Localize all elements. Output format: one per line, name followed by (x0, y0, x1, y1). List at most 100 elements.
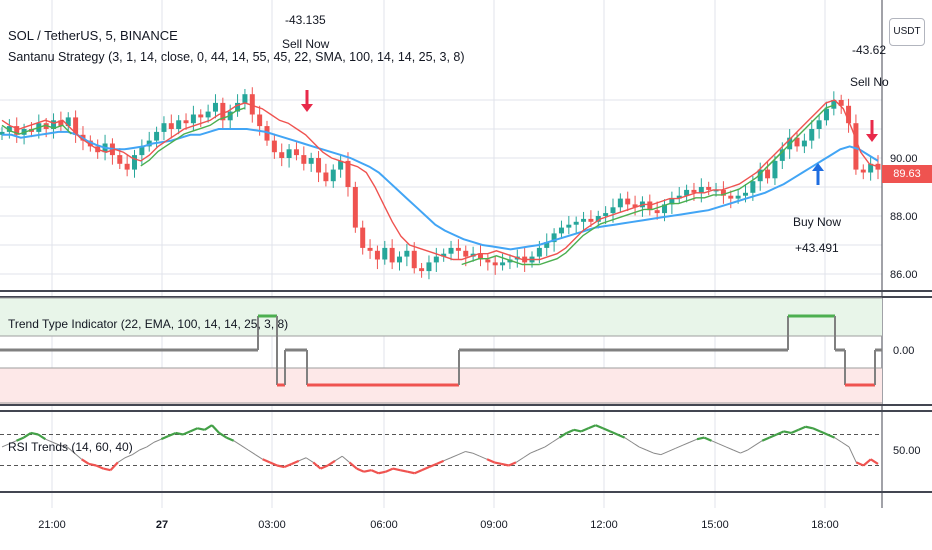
rsi-segment (609, 430, 618, 436)
trend-zero-label: 0.00 (893, 345, 914, 357)
rsi-segment (624, 437, 633, 443)
rsi-segment (595, 424, 604, 430)
rsi-segment (9, 440, 17, 445)
time-tick-label: 03:00 (258, 519, 286, 531)
rsi-segment (544, 441, 553, 448)
candle-body (558, 227, 564, 234)
candle-body (581, 218, 587, 222)
candle-body (433, 256, 439, 263)
rsi-segment (443, 457, 452, 462)
time-tick-label: 12:00 (590, 519, 618, 531)
rsi-segment (348, 461, 358, 470)
candle-body (87, 140, 93, 147)
candle-body (691, 189, 697, 193)
candle-body (132, 155, 138, 170)
candle-body (352, 187, 358, 228)
rsi-segment (754, 440, 763, 446)
candle-body (610, 207, 616, 214)
candle-body (750, 181, 756, 193)
candle-body (772, 160, 778, 179)
candle-body (249, 94, 255, 115)
currency-button[interactable]: USDT (889, 18, 925, 46)
candle-body (846, 105, 852, 124)
candle-body (308, 158, 314, 164)
rsi-50-label: 50.00 (893, 445, 921, 457)
rsi-segment (733, 449, 741, 454)
rsi-segment (783, 430, 792, 435)
candle-body (698, 187, 704, 193)
strategy-title: Santanu Strategy (3, 1, 14, close, 0, 44… (8, 50, 465, 64)
candle-body (168, 123, 174, 129)
candle-body (463, 250, 469, 257)
candle-body (625, 198, 631, 205)
rsi-segment (689, 438, 698, 443)
rsi-segment (711, 440, 719, 445)
rsi-segment (580, 427, 589, 433)
time-tick-label: 09:00 (480, 519, 508, 531)
candle-body (382, 247, 388, 260)
rsi-segment (37, 433, 47, 441)
candle-body (426, 262, 432, 272)
price-tick-label: 88.00 (890, 211, 918, 223)
candle-body (0, 131, 5, 135)
rsi-segment (790, 428, 799, 434)
rsi-segment (74, 452, 82, 460)
price-tick-label: 86.00 (890, 269, 918, 281)
candle-body (500, 262, 506, 266)
buy-signal-label: Buy Now (793, 215, 841, 229)
fast-ma-green-segment (1, 124, 72, 135)
candle-body (742, 192, 748, 196)
candle-body (65, 117, 71, 127)
candle-body (73, 117, 79, 135)
candle-body (212, 102, 218, 112)
rsi-segment (81, 458, 90, 465)
rsi-segment (378, 470, 386, 475)
candle-body (765, 169, 771, 179)
candle-body (242, 94, 248, 103)
time-tick-label: 18:00 (811, 519, 839, 531)
sell-signal-value-2: -43.62 (852, 43, 886, 57)
rsi-segment (399, 469, 408, 473)
candle-body (669, 198, 675, 205)
candle-body (573, 221, 579, 225)
candle-body (794, 137, 800, 147)
fast-ma-green-segment (461, 255, 540, 266)
rsi-segment (370, 469, 379, 475)
rsi-segment (52, 441, 61, 446)
rsi-segment (23, 432, 32, 439)
rsi-segment (269, 461, 278, 467)
rsi-segment (139, 446, 147, 451)
rsi-segment (646, 449, 654, 454)
candle-body (647, 201, 653, 211)
rsi-segment (59, 444, 68, 448)
candle-body (838, 100, 844, 106)
candle-body (117, 155, 123, 164)
candle-body (809, 129, 815, 141)
time-tick-label: 06:00 (370, 519, 398, 531)
rsi-segment (587, 424, 597, 430)
candle-body (536, 247, 542, 257)
rsi-segment (740, 449, 748, 454)
rsi-segment (30, 431, 39, 436)
rsi-segment (776, 430, 785, 436)
candle-body (713, 189, 719, 192)
rsi-segment (862, 458, 872, 467)
candle-body (257, 114, 263, 127)
candle-body (301, 155, 307, 164)
rsi-segment (327, 459, 336, 467)
rsi-segment (1, 443, 10, 448)
candle-body (477, 253, 483, 260)
rsi-segment (356, 467, 365, 473)
rsi-segment (747, 444, 756, 451)
rsi-segment (631, 441, 640, 448)
candle-body (853, 123, 859, 170)
candle-body (330, 169, 336, 182)
candle-body (441, 253, 447, 257)
candle-body (757, 169, 763, 182)
rsi-segment (450, 454, 459, 459)
candle-body (617, 198, 623, 208)
rsi-segment (320, 464, 329, 470)
rsi-segment (725, 446, 734, 451)
candle-body (632, 204, 638, 208)
